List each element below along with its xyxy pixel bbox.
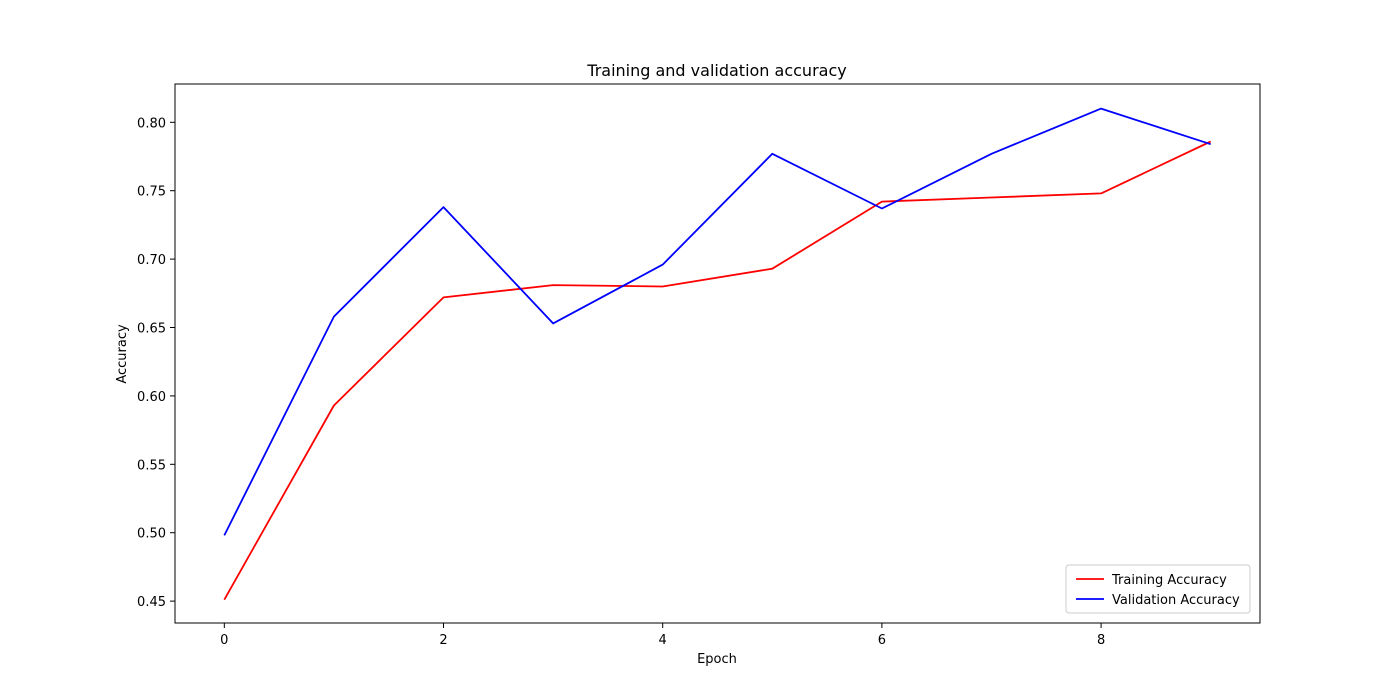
y-tick-label: 0.75: [137, 185, 166, 200]
x-axis-label: Epoch: [697, 652, 737, 667]
y-tick-label: 0.50: [137, 527, 166, 542]
series-lines: [223, 107, 1212, 601]
x-tick-label: 8: [1097, 633, 1105, 648]
chart-title: Training and validation accuracy: [586, 61, 846, 80]
x-tick-label: 2: [439, 633, 447, 648]
legend-label: Training Accuracy: [1111, 573, 1227, 588]
x-tick-label: 4: [659, 633, 667, 648]
y-axis-label: Accuracy: [115, 324, 130, 384]
legend-box: [1065, 564, 1251, 614]
y-tick-label: 0.70: [137, 253, 166, 268]
y-tick-label: 0.45: [137, 595, 166, 610]
y-tick-label: 0.65: [137, 322, 166, 337]
series-line-training: [223, 140, 1212, 601]
y-tick-label: 0.55: [137, 458, 166, 473]
series-line-validation: [223, 107, 1211, 536]
legend-label: Validation Accuracy: [1112, 593, 1240, 608]
chart-legend: Training Accuracy Validation Accuracy: [1065, 564, 1251, 614]
x-tick-label: 0: [220, 633, 228, 648]
y-tick-label: 0.80: [137, 116, 166, 131]
y-tick-label: 0.60: [137, 390, 166, 405]
plot-area-frame: [174, 83, 1261, 624]
x-tick-label: 6: [878, 633, 886, 648]
x-axis-ticks: 0 2 4 6 8: [220, 623, 1105, 648]
y-axis-ticks: 0.45 0.50 0.55 0.60 0.65 0.70 0.75 0.80: [137, 116, 175, 610]
